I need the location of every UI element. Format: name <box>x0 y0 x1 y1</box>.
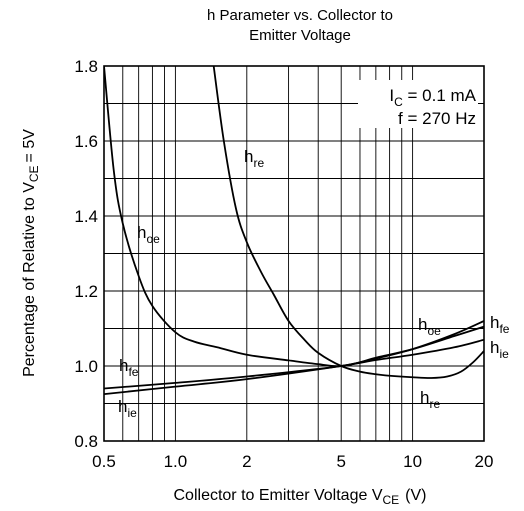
y-tick-label: 1.6 <box>74 132 98 151</box>
x-tick-label: 10 <box>403 452 422 471</box>
curve-label-hre: hre <box>244 147 264 170</box>
curve-label-hfe: hfe <box>119 356 139 379</box>
condition-label: f = 270 Hz <box>398 109 476 128</box>
x-tick-label: 2 <box>242 452 251 471</box>
chart-title-line1: h Parameter vs. Collector to <box>207 7 393 24</box>
curve-label-hre: hre <box>420 388 440 411</box>
series-line-hie <box>104 338 484 396</box>
y-tick-label: 1.2 <box>74 282 98 301</box>
curve-label-hfe: hfe <box>490 313 510 336</box>
tick-labels: 0.5 1.0 2 5 10 20 0.8 1.0 1.2 1.4 1.6 1.8 <box>74 57 493 471</box>
y-tick-label: 1.4 <box>74 207 98 226</box>
series-group <box>104 66 484 396</box>
plot-frame <box>103 65 485 442</box>
chart-title-line2: Emitter Voltage <box>249 27 351 44</box>
x-tick-label: 0.5 <box>92 452 116 471</box>
y-tick-label: 1.0 <box>74 357 98 376</box>
curve-label-hie: hie <box>118 397 137 420</box>
conditions-backdrop <box>358 80 478 128</box>
y-tick-label: 1.8 <box>74 57 98 76</box>
curve-label-hoe: hoe <box>137 223 160 246</box>
x-tick-label: 20 <box>475 452 494 471</box>
y-axis-label: Percentage of Relative to VCE= 5V <box>21 129 41 377</box>
x-tick-label: 5 <box>336 452 345 471</box>
curve-label-hoe: hoe <box>418 315 441 338</box>
x-tick-label: 1.0 <box>164 452 188 471</box>
x-axis-label: Collector to Emitter Voltage VCE (V) <box>174 487 427 507</box>
curve-labels: hoe hoe hre hre hfe hfe hie hie <box>118 147 510 420</box>
curve-label-hie: hie <box>490 338 509 361</box>
test-conditions: IC = 0.1 mAf = 270 Hz <box>358 80 478 128</box>
condition-label: IC = 0.1 mA <box>389 86 476 109</box>
y-tick-label: 0.8 <box>74 432 98 451</box>
